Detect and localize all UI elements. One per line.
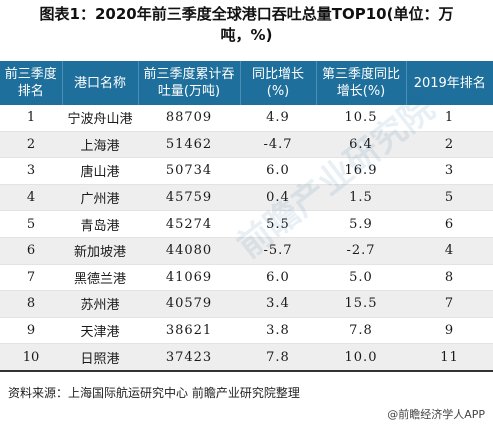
cell-yoy: 0.4 bbox=[240, 184, 316, 212]
cell-throughput: 38621 bbox=[138, 317, 240, 345]
cell-q3-yoy: 1.5 bbox=[316, 184, 406, 212]
cell-port: 天津港 bbox=[62, 317, 138, 345]
table-row: 3 唐山港 50734 6.0 16.9 3 bbox=[0, 157, 493, 185]
header-port: 港口名称 bbox=[62, 61, 139, 105]
brand-text: @前瞻经济学人APP bbox=[387, 408, 485, 421]
chart-title: 图表1：2020年前三季度全球港口吞吐总量TOP10(单位：万 吨，%) bbox=[0, 4, 493, 46]
cell-throughput: 50734 bbox=[138, 157, 240, 185]
cell-port: 青岛港 bbox=[62, 210, 138, 238]
header-yoy: 同比增长(%) bbox=[240, 61, 317, 105]
cell-throughput: 41069 bbox=[138, 264, 240, 292]
cell-rank: 10 bbox=[0, 343, 62, 372]
table-row: 8 苏州港 40579 3.4 15.5 7 bbox=[0, 290, 493, 318]
cell-yoy: 3.4 bbox=[240, 290, 316, 318]
cell-port: 广州港 bbox=[62, 184, 138, 212]
cell-port: 上海港 bbox=[62, 131, 138, 159]
port-ranking-table: 前三季度排名 港口名称 前三季度累计吞吐量(万吨) 同比增长(%) 第三季度同比… bbox=[0, 61, 493, 372]
cell-yoy: 3.8 bbox=[240, 317, 316, 345]
cell-2019-rank: 8 bbox=[406, 264, 493, 292]
cell-q3-yoy: 10.0 bbox=[316, 343, 406, 372]
table-row: 7 黑德兰港 41069 6.0 5.0 8 bbox=[0, 264, 493, 292]
cell-throughput: 88709 bbox=[138, 105, 240, 132]
cell-yoy: 5.5 bbox=[240, 210, 316, 238]
cell-q3-yoy: 16.9 bbox=[316, 157, 406, 185]
cell-q3-yoy: 15.5 bbox=[316, 290, 406, 318]
cell-throughput: 44080 bbox=[138, 237, 240, 265]
cell-q3-yoy: 7.8 bbox=[316, 317, 406, 345]
cell-2019-rank: 9 bbox=[406, 317, 493, 345]
cell-rank: 6 bbox=[0, 237, 62, 265]
header-q3-yoy: 第三季度同比增长(%) bbox=[316, 61, 407, 105]
cell-2019-rank: 11 bbox=[406, 343, 493, 372]
cell-yoy: 7.8 bbox=[240, 343, 316, 372]
cell-port: 苏州港 bbox=[62, 290, 138, 318]
cell-2019-rank: 7 bbox=[406, 290, 493, 318]
cell-throughput: 40579 bbox=[138, 290, 240, 318]
cell-2019-rank: 4 bbox=[406, 237, 493, 265]
source-note: 资料来源：上海国际航运研究中心 前瞻产业研究院整理 bbox=[8, 386, 300, 400]
brand-credit: @前瞻经济学人APP bbox=[387, 406, 485, 422]
header-rank: 前三季度排名 bbox=[0, 61, 63, 105]
cell-port: 黑德兰港 bbox=[62, 264, 138, 292]
cell-rank: 7 bbox=[0, 264, 62, 292]
cell-throughput: 45274 bbox=[138, 210, 240, 238]
table-body: 1 宁波舟山港 88709 4.9 10.5 1 2 上海港 51462 -4.7 6.4 2 3 唐山港… bbox=[0, 105, 493, 372]
header-throughput: 前三季度累计吞吐量(万吨) bbox=[138, 61, 241, 105]
cell-2019-rank: 2 bbox=[406, 131, 493, 159]
cell-rank: 8 bbox=[0, 290, 62, 318]
cell-rank: 3 bbox=[0, 157, 62, 185]
title-line-2: 吨，%) bbox=[220, 26, 273, 44]
cell-rank: 1 bbox=[0, 105, 62, 132]
cell-yoy: 6.0 bbox=[240, 157, 316, 185]
cell-yoy: 4.9 bbox=[240, 105, 316, 132]
cell-throughput: 45759 bbox=[138, 184, 240, 212]
cell-port: 新加坡港 bbox=[62, 237, 138, 265]
table-row: 2 上海港 51462 -4.7 6.4 2 bbox=[0, 131, 493, 159]
cell-q3-yoy: 6.4 bbox=[316, 131, 406, 159]
cell-rank: 2 bbox=[0, 131, 62, 159]
table-header-row: 前三季度排名 港口名称 前三季度累计吞吐量(万吨) 同比增长(%) 第三季度同比… bbox=[0, 61, 493, 105]
cell-port: 宁波舟山港 bbox=[62, 105, 138, 132]
cell-yoy: -5.7 bbox=[240, 237, 316, 265]
cell-rank: 9 bbox=[0, 317, 62, 345]
cell-throughput: 51462 bbox=[138, 131, 240, 159]
cell-rank: 4 bbox=[0, 184, 62, 212]
table-row: 4 广州港 45759 0.4 1.5 5 bbox=[0, 184, 493, 212]
cell-q3-yoy: 5.9 bbox=[316, 210, 406, 238]
header-2019-rank: 2019年排名 bbox=[406, 61, 493, 105]
table-row: 6 新加坡港 44080 -5.7 -2.7 4 bbox=[0, 237, 493, 265]
cell-port: 唐山港 bbox=[62, 157, 138, 185]
cell-2019-rank: 6 bbox=[406, 210, 493, 238]
cell-2019-rank: 1 bbox=[406, 105, 493, 132]
table-row: 10 日照港 37423 7.8 10.0 11 bbox=[0, 343, 493, 372]
table-row: 5 青岛港 45274 5.5 5.9 6 bbox=[0, 210, 493, 238]
table-row: 1 宁波舟山港 88709 4.9 10.5 1 bbox=[0, 105, 493, 132]
cell-yoy: 6.0 bbox=[240, 264, 316, 292]
cell-yoy: -4.7 bbox=[240, 131, 316, 159]
title-line-1: 图表1：2020年前三季度全球港口吞吐总量TOP10(单位：万 bbox=[39, 5, 454, 23]
cell-2019-rank: 3 bbox=[406, 157, 493, 185]
cell-port: 日照港 bbox=[62, 343, 138, 372]
cell-throughput: 37423 bbox=[138, 343, 240, 372]
cell-q3-yoy: 5.0 bbox=[316, 264, 406, 292]
cell-q3-yoy: 10.5 bbox=[316, 105, 406, 132]
cell-q3-yoy: -2.7 bbox=[316, 237, 406, 265]
cell-rank: 5 bbox=[0, 210, 62, 238]
cell-2019-rank: 5 bbox=[406, 184, 493, 212]
table-row: 9 天津港 38621 3.8 7.8 9 bbox=[0, 317, 493, 345]
